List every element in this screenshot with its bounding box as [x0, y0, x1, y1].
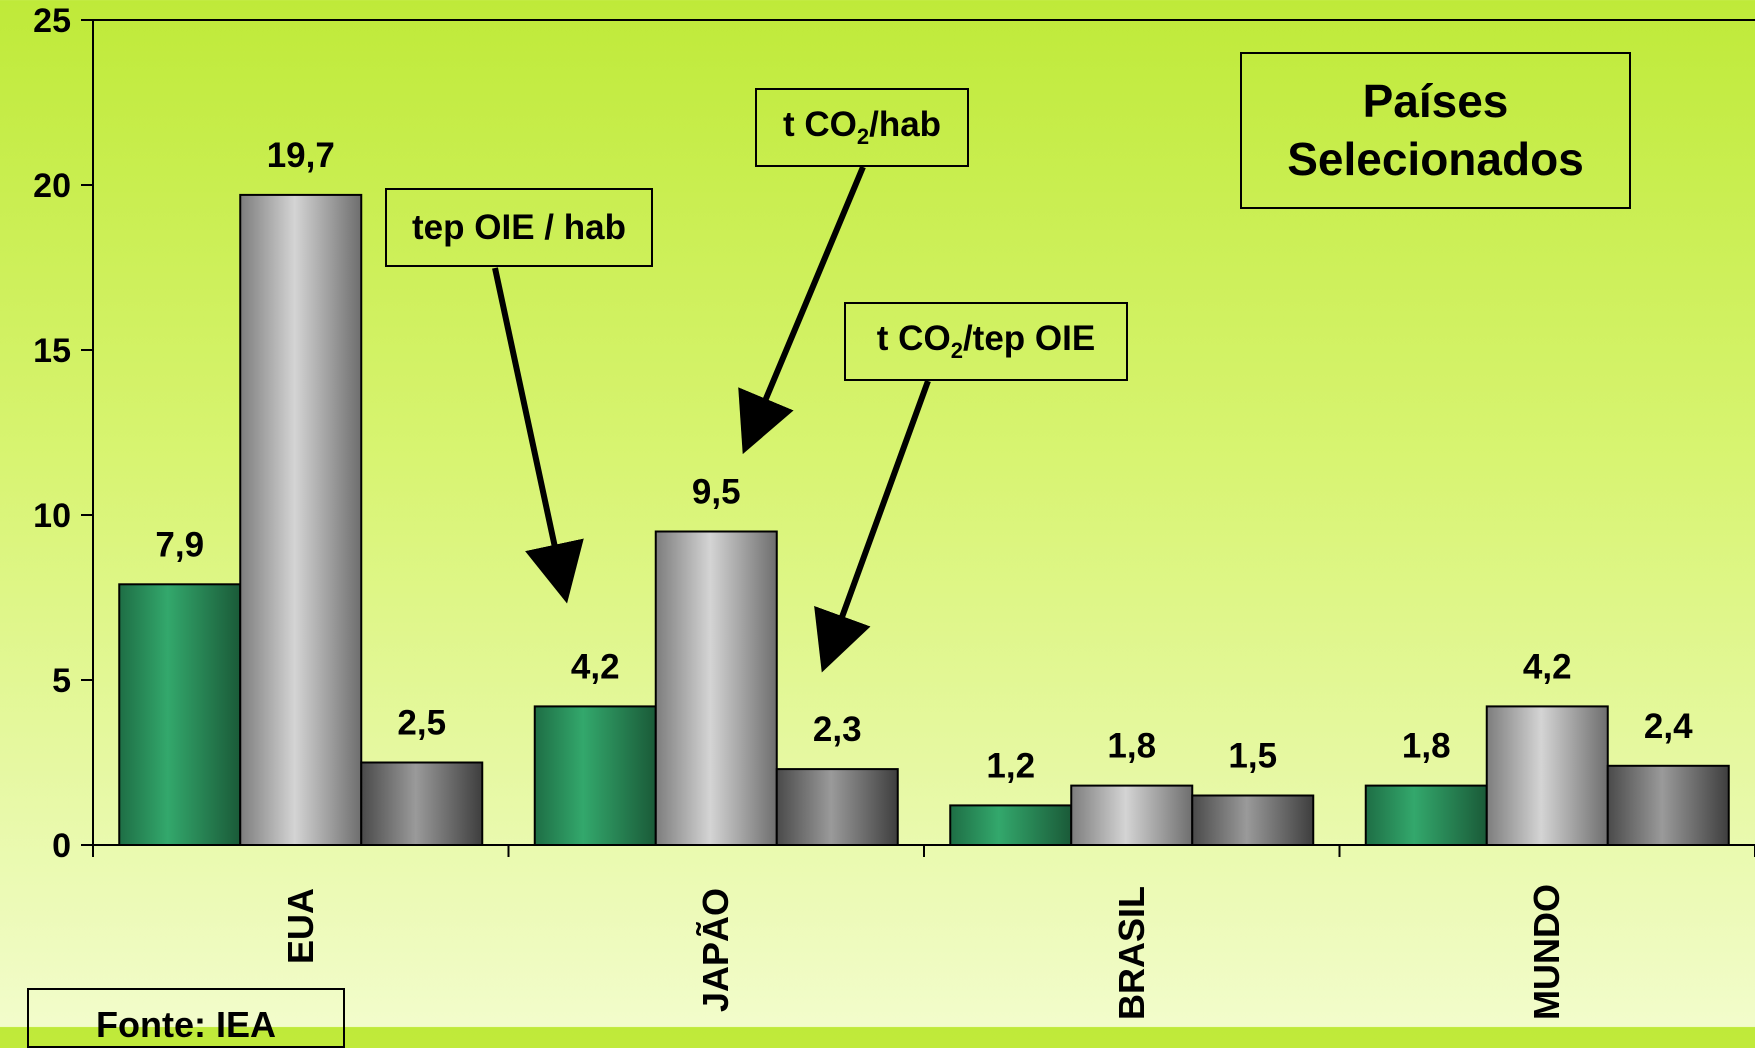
- y-tick-label: 15: [33, 332, 71, 370]
- legend-callout-co2-tep: t CO2/tep OIE: [844, 302, 1128, 381]
- bar-eua-series-1: [118, 583, 242, 846]
- y-tick-label: 25: [33, 2, 71, 40]
- source-text: Fonte: IEA: [96, 1004, 276, 1045]
- bar-japão-series-1: [533, 705, 657, 847]
- bar-japão-series-3: [775, 768, 899, 846]
- y-axis: 0 5 10 15 20 25: [33, 2, 94, 865]
- y-tick-label: 0: [52, 827, 71, 865]
- chart-title-line2: Selecionados: [1287, 132, 1584, 185]
- arrow-tep: [492, 267, 584, 604]
- bar-value-labels: 7,9 19,7 2,5 4,2 9,5 2,3 1,2 1,8 1,5 1,8 4,2 2,4: [155, 136, 1693, 786]
- y-tick-label: 20: [33, 167, 71, 205]
- legend-callout-tep-text: tep OIE / hab: [412, 207, 626, 247]
- bar-value-label: 2,4: [1644, 707, 1693, 746]
- bar-brasil-series-2: [1070, 784, 1194, 846]
- bar-chart: 0 5 10 15 20 25 7,9 19,7 2,5 4,2 9,5 2,3 1,2 1,8 1,5 1…: [33, 2, 1755, 865]
- bar-value-label: 2,3: [813, 710, 862, 749]
- bar-value-label: 1,2: [986, 746, 1035, 785]
- x-axis: [92, 844, 1755, 857]
- chart-title-line1: Países: [1362, 75, 1509, 127]
- bar-value-label: 4,2: [1523, 647, 1572, 686]
- bar-value-label: 2,5: [397, 704, 446, 743]
- bar-mundo-series-3: [1606, 764, 1730, 846]
- bar-brasil-series-1: [949, 804, 1073, 847]
- legend-callout-co2-hab: t CO2/hab: [755, 88, 969, 167]
- legend-callout-co2-tep-text: t CO2/tep OIE: [876, 319, 1096, 363]
- bars: [118, 193, 1730, 847]
- bar-value-label: 1,8: [1107, 727, 1156, 766]
- x-category-label: EUA: [279, 887, 321, 964]
- arrow-co2hab: [738, 165, 866, 455]
- x-category-label: MUNDO: [1526, 884, 1568, 1020]
- x-category-label: JAPÃO: [695, 887, 737, 1012]
- y-tick-label: 5: [52, 662, 71, 700]
- y-tick-label: 10: [33, 497, 71, 535]
- bar-value-label: 9,5: [692, 473, 741, 512]
- callout-arrows: [492, 165, 931, 673]
- bar-value-label: 1,8: [1402, 727, 1451, 766]
- bar-brasil-series-3: [1191, 794, 1315, 846]
- legend-callout-co2-hab-text: t CO2/hab: [782, 105, 942, 149]
- x-category-label: BRASIL: [1110, 886, 1152, 1020]
- source-box: Fonte: IEA: [27, 988, 345, 1048]
- bar-value-label: 1,5: [1228, 737, 1277, 776]
- arrow-co2tep: [814, 379, 931, 673]
- bar-mundo-series-1: [1364, 784, 1488, 846]
- bar-eua-series-3: [360, 761, 484, 846]
- bar-value-label: 4,2: [571, 647, 620, 686]
- bar-value-label: 7,9: [155, 525, 204, 564]
- chart-title-box: Países Selecionados: [1240, 52, 1631, 209]
- bar-mundo-series-2: [1485, 705, 1609, 847]
- bar-value-label: 19,7: [267, 136, 335, 175]
- legend-callout-tep: tep OIE / hab: [385, 188, 653, 267]
- bar-eua-series-2: [239, 193, 363, 846]
- bar-japão-series-2: [654, 530, 778, 846]
